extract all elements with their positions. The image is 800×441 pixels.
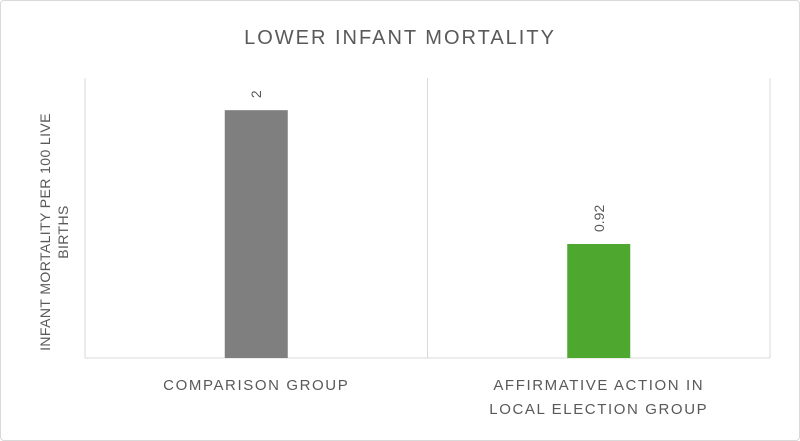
data-label-2: 0.92 xyxy=(591,205,607,232)
x-tick-label-2-line-1: AFFIRMATIVE ACTION IN xyxy=(493,377,704,394)
x-tick-label-1-line-1: COMPARISON GROUP xyxy=(163,377,349,394)
data-label-1: 2 xyxy=(248,90,264,98)
bar-2 xyxy=(567,244,631,358)
y-axis-label: INFANT MORTALITY PER 100 LIVE BIRTHS xyxy=(37,113,71,351)
chart-title: LOWER INFANT MORTALITY xyxy=(244,27,556,49)
bar-1 xyxy=(224,110,288,358)
x-tick-label-2-line-2: LOCAL ELECTION GROUP xyxy=(489,401,708,418)
y-axis-label-line-2: BIRTHS xyxy=(55,205,71,259)
y-axis-label-line-1: INFANT MORTALITY PER 100 LIVE xyxy=(37,113,53,351)
plot-area: 2 COMPARISON GROUP 0.92 AFFIRMATIVE ACTION … xyxy=(84,78,771,418)
